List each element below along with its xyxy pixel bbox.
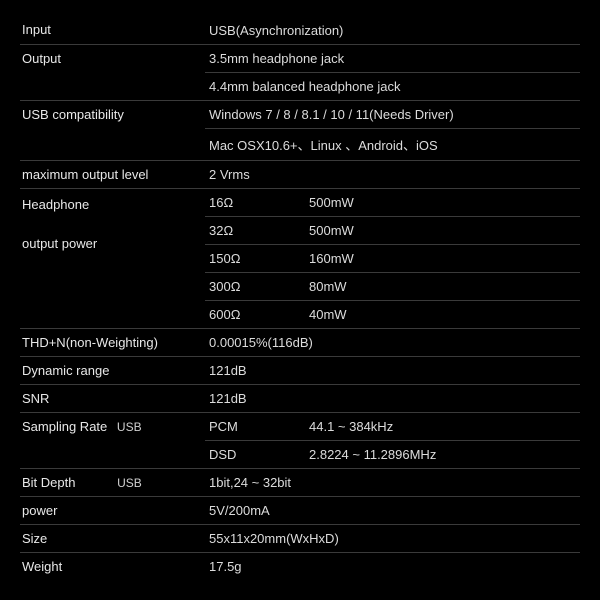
label-weight: Weight <box>20 552 205 580</box>
value-input: USB(Asynchronization) <box>209 23 580 38</box>
value-thd: 0.00015%(116dB) <box>209 335 580 350</box>
label-dynamic-range: Dynamic range <box>20 356 205 384</box>
label-size: Size <box>20 524 205 552</box>
row-max-output: maximum output level 2 Vrms <box>20 160 580 188</box>
label-usb-compat: USB compatibility <box>20 100 205 160</box>
label-max-output: maximum output level <box>20 160 205 188</box>
label-bit-depth: Bit Depth USB <box>20 468 205 496</box>
label-power: power <box>20 496 205 524</box>
value-weight: 17.5g <box>209 559 580 574</box>
label-bit-depth-text: Bit Depth <box>22 475 75 490</box>
value-usb-compat-0: Windows 7 / 8 / 8.1 / 10 / 11(Needs Driv… <box>209 107 580 122</box>
sampling-tag: USB <box>117 420 142 434</box>
row-usb-compat: USB compatibility Windows 7 / 8 / 8.1 / … <box>20 100 580 160</box>
hp-pwr-0: 500mW <box>309 195 580 210</box>
value-dynamic-range: 121dB <box>209 363 580 378</box>
label-hp-power: Headphone output power <box>20 188 205 328</box>
hp-pwr-3: 80mW <box>309 279 580 294</box>
hp-imp-4: 600Ω <box>209 307 309 322</box>
value-power: 5V/200mA <box>209 503 580 518</box>
row-snr: SNR 121dB <box>20 384 580 412</box>
row-sampling: Sampling Rate USB PCM44.1 ~ 384kHz DSD2.… <box>20 412 580 468</box>
row-thd: THD+N(non-Weighting) 0.00015%(116dB) <box>20 328 580 356</box>
row-weight: Weight 17.5g <box>20 552 580 580</box>
sampling-rate-0: 44.1 ~ 384kHz <box>309 419 580 434</box>
label-sampling-text: Sampling Rate <box>22 419 107 434</box>
hp-imp-2: 150Ω <box>209 251 309 266</box>
bit-depth-tag: USB <box>117 476 142 490</box>
hp-pwr-1: 500mW <box>309 223 580 238</box>
spec-table: Input USB(Asynchronization) Output 3.5mm… <box>20 16 580 580</box>
row-output: Output 3.5mm headphone jack 4.4mm balanc… <box>20 44 580 100</box>
label-output: Output <box>20 44 205 100</box>
row-dynamic-range: Dynamic range 121dB <box>20 356 580 384</box>
hp-imp-1: 32Ω <box>209 223 309 238</box>
label-snr: SNR <box>20 384 205 412</box>
label-thd: THD+N(non-Weighting) <box>20 328 205 356</box>
row-size: Size 55x11x20mm(WxHxD) <box>20 524 580 552</box>
value-usb-compat-1: Mac OSX10.6+、Linux 、Android、iOS <box>209 135 580 154</box>
hp-pwr-2: 160mW <box>309 251 580 266</box>
row-power: power 5V/200mA <box>20 496 580 524</box>
row-hp-power: Headphone output power 16Ω500mW 32Ω500mW… <box>20 188 580 328</box>
sampling-fmt-0: PCM <box>209 419 309 434</box>
row-bit-depth: Bit Depth USB 1bit,24 ~ 32bit <box>20 468 580 496</box>
label-hp-power-2: output power <box>22 236 97 251</box>
sampling-fmt-1: DSD <box>209 447 309 462</box>
sampling-rate-1: 2.8224 ~ 11.2896MHz <box>309 447 580 462</box>
value-output-1: 4.4mm balanced headphone jack <box>209 79 580 94</box>
label-sampling: Sampling Rate USB <box>20 412 205 468</box>
label-hp-power-1: Headphone <box>22 197 89 212</box>
value-size: 55x11x20mm(WxHxD) <box>209 531 580 546</box>
hp-imp-3: 300Ω <box>209 279 309 294</box>
value-snr: 121dB <box>209 391 580 406</box>
hp-imp-0: 16Ω <box>209 195 309 210</box>
value-bit-depth: 1bit,24 ~ 32bit <box>209 475 580 490</box>
label-input: Input <box>20 16 205 44</box>
hp-pwr-4: 40mW <box>309 307 580 322</box>
value-max-output: 2 Vrms <box>209 167 580 182</box>
row-input: Input USB(Asynchronization) <box>20 16 580 44</box>
value-output-0: 3.5mm headphone jack <box>209 51 580 66</box>
